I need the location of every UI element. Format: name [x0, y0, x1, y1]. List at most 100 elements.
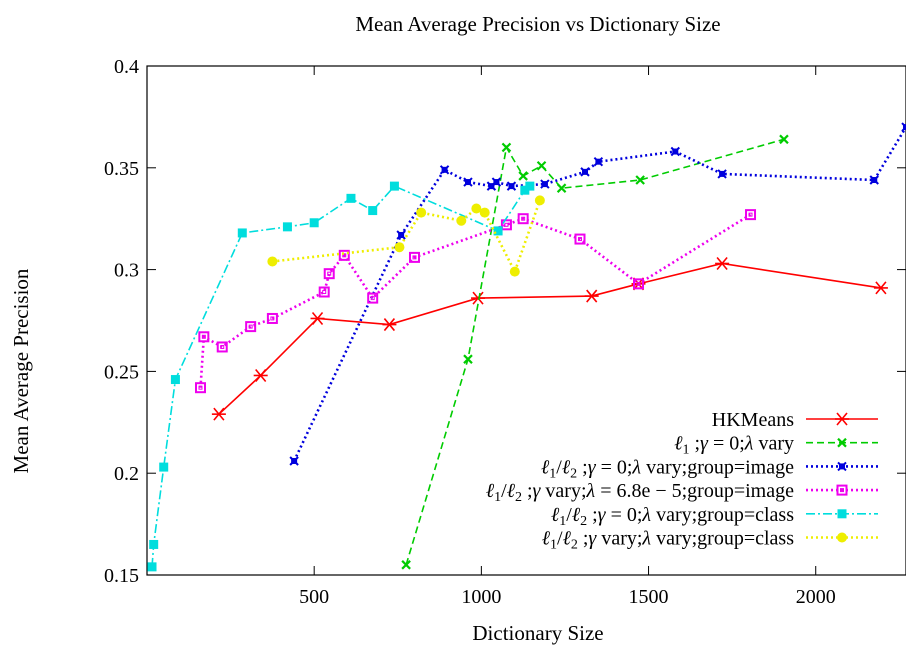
legend-sample-marker: [837, 437, 847, 448]
series-line: [151, 185, 531, 567]
data-point: [493, 226, 503, 236]
y-tick-label: 0.35: [104, 158, 139, 180]
data-point: [149, 539, 159, 549]
x-tick-label: 1500: [629, 586, 669, 608]
data-point: [439, 165, 450, 175]
data-point: [471, 291, 486, 305]
data-point: [368, 206, 378, 216]
data-point: [216, 341, 228, 353]
data-point: [396, 230, 406, 240]
data-point: [633, 278, 645, 290]
legend-label: ℓ1​/ℓ2​ ;γ = 0;λ vary;group=image: [541, 456, 794, 481]
data-point: [394, 242, 405, 253]
y-axis-label: Mean Average Precision: [9, 268, 33, 473]
series-4: [147, 181, 535, 572]
series-line: [405, 138, 785, 566]
data-point: [456, 215, 467, 226]
series-line: [272, 199, 542, 275]
data-point: [517, 213, 529, 225]
data-point: [463, 177, 473, 187]
y-tick-label: 0.3: [114, 260, 139, 282]
legend-sample-marker: [837, 509, 847, 519]
legend-label: ℓ1​/ℓ2​ ;γ vary;λ = 6.8e − 5;group=image: [486, 480, 794, 505]
data-point: [389, 181, 399, 191]
data-point: [338, 249, 350, 261]
data-point: [267, 256, 278, 267]
data-point: [147, 562, 157, 572]
data-point: [159, 462, 169, 472]
series-layer: [147, 122, 906, 572]
chart-title: Mean Average Precision vs Dictionary Siz…: [355, 12, 720, 36]
data-point: [715, 256, 730, 271]
data-point: [540, 179, 550, 189]
data-point: [779, 134, 789, 145]
legend-label: ℓ1​/ℓ2​ ;γ = 0;λ vary;group=class: [551, 504, 794, 529]
data-point: [593, 156, 604, 167]
data-point: [479, 207, 490, 218]
data-point: [367, 292, 379, 304]
data-point: [282, 222, 292, 232]
y-tick-label: 0.15: [104, 565, 139, 587]
data-point: [501, 142, 512, 153]
data-point: [745, 209, 757, 221]
data-point: [310, 311, 325, 325]
data-point: [525, 181, 535, 191]
x-tick-label: 1000: [461, 586, 501, 608]
legend-label: HKMeans: [712, 409, 794, 431]
data-point: [463, 354, 473, 364]
data-point: [318, 286, 330, 298]
legend-sample-marker: [835, 412, 849, 426]
series-1: [401, 134, 789, 570]
y-tick-label: 0.25: [104, 361, 139, 383]
series-2: [289, 122, 906, 466]
data-point: [717, 169, 727, 179]
data-point: [873, 281, 888, 295]
data-point: [346, 193, 356, 203]
data-point: [869, 175, 879, 185]
x-tick-label: 500: [299, 586, 329, 608]
data-point: [635, 175, 645, 185]
data-point: [382, 318, 397, 332]
data-point: [309, 218, 319, 228]
legend-label: ℓ1​ ;γ = 0;λ vary: [674, 433, 794, 458]
data-point: [401, 560, 411, 570]
series-line: [199, 213, 752, 388]
data-point: [471, 203, 482, 214]
data-point: [520, 185, 530, 195]
x-tick-label: 2000: [796, 586, 836, 608]
data-point: [198, 331, 210, 343]
legend-label: ℓ1​/ℓ2​ ;γ vary;λ vary;group=class: [542, 528, 795, 553]
data-point: [670, 146, 680, 157]
legend-sample-marker: [837, 461, 847, 472]
data-point: [518, 171, 528, 181]
legend-sample-marker: [837, 532, 847, 543]
data-point: [534, 195, 545, 206]
data-point: [408, 251, 420, 263]
plot-frame: [146, 65, 906, 576]
data-point: [556, 183, 567, 193]
data-point: [416, 207, 427, 218]
y-tick-label: 0.2: [114, 463, 139, 485]
x-axis-label: Dictionary Size: [472, 621, 603, 645]
series-0: [211, 256, 888, 421]
data-point: [901, 122, 906, 132]
data-point: [253, 368, 268, 382]
data-point: [289, 456, 299, 466]
data-point: [574, 233, 586, 245]
data-point: [536, 160, 547, 171]
series-5: [267, 195, 545, 277]
data-point: [237, 228, 247, 238]
data-point: [584, 289, 599, 303]
series-3: [194, 209, 757, 394]
data-point: [323, 268, 335, 280]
y-tick-label: 0.4: [114, 56, 139, 78]
data-point: [509, 266, 520, 277]
data-point: [266, 312, 278, 324]
data-point: [194, 382, 206, 394]
data-point: [245, 321, 257, 333]
data-point: [211, 407, 226, 421]
data-point: [506, 181, 517, 191]
data-point: [580, 167, 590, 177]
